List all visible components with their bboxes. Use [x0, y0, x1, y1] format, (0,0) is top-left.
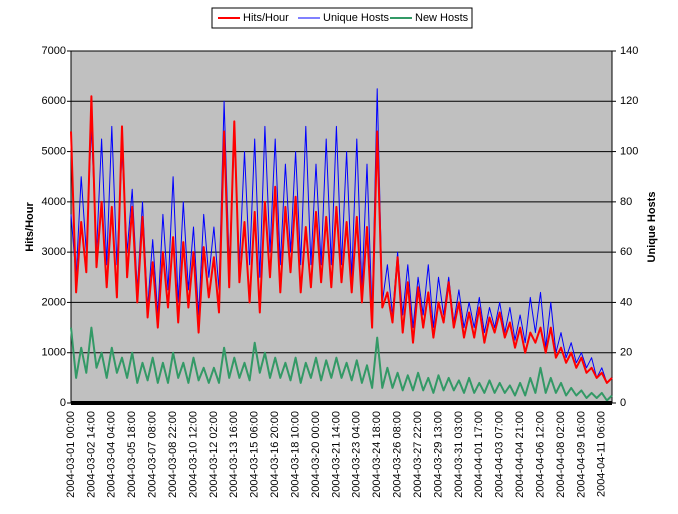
series-line: [70, 326, 613, 402]
x-tick-label: 2004-04-09 16:00: [575, 411, 587, 498]
x-tick-label: 2004-03-01 00:00: [65, 411, 77, 498]
x-tick-label: 2004-03-07 08:00: [147, 411, 159, 498]
x-tick-label: 2004-03-15 06:00: [249, 411, 261, 498]
x-tick-label: 2004-03-18 10:00: [289, 411, 301, 498]
y-tick-label: 7000: [42, 45, 66, 57]
x-tick-label: 2004-03-16 20:00: [269, 411, 281, 498]
y-tick-label: 1000: [42, 347, 66, 359]
x-tick-label: 2004-03-27 22:00: [412, 411, 424, 498]
y2-tick-label: 60: [620, 246, 632, 258]
legend-label: Hits/Hour: [243, 12, 289, 24]
x-tick-label: 2004-03-26 08:00: [392, 411, 404, 498]
y-axis-label: Hits/Hour: [24, 202, 36, 252]
plot-area: [71, 51, 612, 403]
x-tick-label: 2004-03-29 13:00: [432, 411, 444, 498]
x-tick-label: 2004-03-23 04:00: [351, 411, 363, 498]
x-tick-label: 2004-04-04 21:00: [514, 411, 526, 498]
x-tick-label: 2004-03-31 03:00: [453, 411, 465, 498]
x-tick-label: 2004-04-11 06:00: [596, 411, 608, 497]
x-tick-label: 2004-03-05 18:00: [126, 411, 138, 498]
y2-tick-label: 120: [620, 95, 638, 107]
x-tick-label: 2004-04-01 17:00: [473, 411, 485, 498]
y2-tick-label: 80: [620, 196, 632, 208]
x-tick-label: 2004-04-03 07:00: [494, 411, 506, 498]
x-tick-label: 2004-03-12 02:00: [208, 411, 220, 498]
x-tick-label: 2004-03-08 22:00: [167, 411, 179, 498]
x-tick-label: 2004-03-20 00:00: [310, 411, 322, 498]
x-tick-label: 2004-03-10 12:00: [187, 411, 199, 498]
x-tick-label: 2004-04-06 12:00: [534, 411, 546, 498]
y2-tick-label: 40: [620, 296, 632, 308]
legend-label: New Hosts: [415, 12, 469, 24]
y2-tick-label: 140: [620, 45, 638, 57]
y-tick-label: 2000: [42, 296, 66, 308]
x-tick-label: 2004-03-13 16:00: [228, 411, 240, 498]
series-line: [70, 88, 613, 384]
y2-tick-label: 100: [620, 145, 638, 157]
y-tick-label: 3000: [42, 246, 66, 258]
y-tick-label: 5000: [42, 145, 66, 157]
y2-axis-label: Unique Hosts: [646, 192, 658, 263]
legend-box: [211, 7, 473, 29]
y-tick-label: 0: [60, 397, 66, 409]
x-tick-label: 2004-03-02 14:00: [85, 411, 97, 498]
x-tick-label: 2004-03-24 18:00: [371, 411, 383, 498]
y2-tick-label: 20: [620, 347, 632, 359]
y-tick-label: 6000: [42, 95, 66, 107]
legend-label: Unique Hosts: [323, 12, 390, 24]
series-line: [70, 95, 613, 384]
x-tick-label: 2004-03-04 04:00: [106, 411, 118, 498]
y2-tick-label: 0: [620, 397, 626, 409]
x-tick-label: 2004-03-21 14:00: [330, 411, 342, 498]
y-tick-label: 4000: [42, 196, 66, 208]
x-tick-label: 2004-04-08 02:00: [555, 411, 567, 498]
